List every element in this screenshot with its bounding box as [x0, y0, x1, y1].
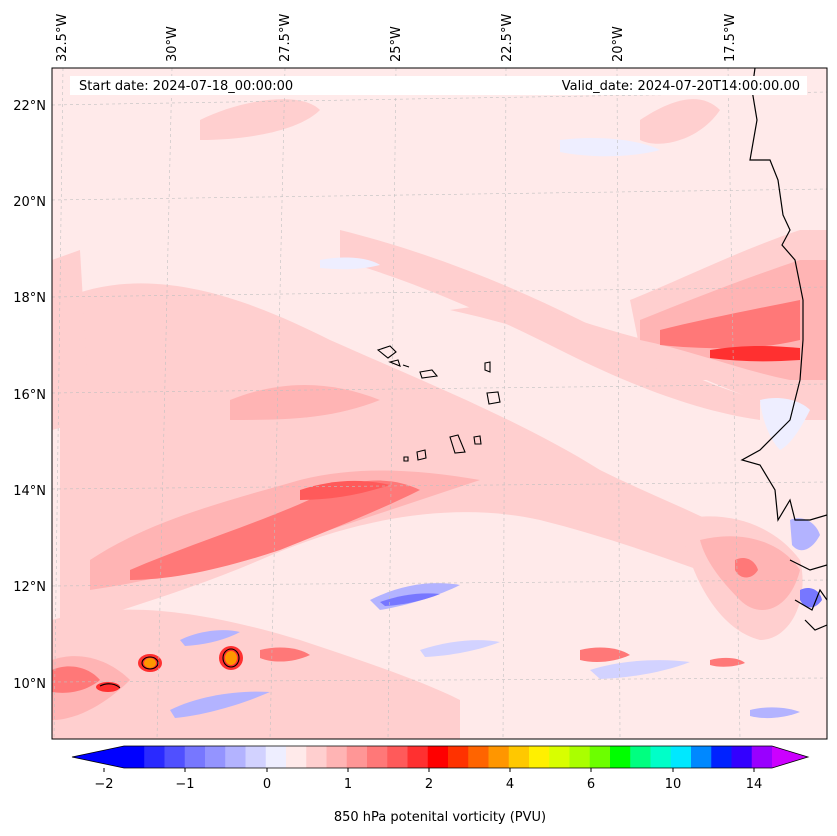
colorbar-cell — [367, 746, 388, 768]
colorbar-cell — [346, 746, 368, 768]
cb-tick-label: 6 — [587, 777, 595, 792]
lon-label: 17.5°W — [723, 14, 738, 62]
cb-tick-label: 10 — [665, 777, 682, 792]
pv-field-negative — [170, 138, 822, 719]
colorbar-cell — [326, 746, 348, 768]
colorbar-cell — [549, 746, 570, 768]
lat-label: 20°N — [13, 195, 46, 210]
colorbar-cell — [569, 746, 591, 768]
lon-label: 27.5°W — [278, 14, 293, 62]
colorbar-cell — [407, 746, 429, 768]
cb-tick-label: 14 — [746, 777, 763, 792]
colorbar-cell — [448, 746, 469, 768]
colorbar-cell — [387, 746, 408, 768]
colorbar-over-arrow — [772, 746, 808, 768]
map-panel: Start date: 2024-07-18_00:00:00 Valid_da… — [52, 68, 827, 739]
colorbar-cell — [144, 746, 165, 768]
colorbar-cell — [589, 746, 611, 768]
lat-label: 10°N — [13, 677, 46, 692]
colorbar-cell — [610, 746, 631, 768]
colorbar-cell — [650, 746, 672, 768]
colorbar-cell — [529, 746, 550, 768]
colorbar-cell — [184, 746, 206, 768]
graticule — [52, 68, 827, 739]
cb-tick-label: 1 — [344, 777, 352, 792]
colorbar-cell — [670, 746, 692, 768]
cb-tick-label: −1 — [175, 777, 194, 792]
cb-tick-label: −2 — [94, 777, 113, 792]
colorbar-cell — [164, 746, 186, 768]
colorbar-cell — [306, 746, 327, 768]
lat-label: 14°N — [13, 484, 46, 499]
colorbar-ticks — [103, 768, 755, 772]
lon-label: 25°W — [389, 26, 404, 62]
latitude-labels: 22°N 20°N 18°N 16°N 14°N 12°N 10°N — [13, 99, 46, 692]
colorbar: −2 −1 0 1 2 4 6 10 14 850 hPa potenital … — [71, 745, 810, 825]
cb-tick-label: 0 — [263, 777, 271, 792]
colorbar-cell — [731, 746, 753, 768]
colorbar-under-arrow — [72, 746, 124, 768]
pv-field-strong-positive — [52, 300, 800, 693]
lon-label: 20°W — [611, 26, 626, 62]
colorbar-cell — [245, 746, 267, 768]
lat-label: 12°N — [13, 580, 46, 595]
lon-label: 30°W — [165, 26, 180, 62]
lon-label: 32.5°W — [55, 14, 70, 62]
colorbar-cell — [751, 746, 773, 768]
colorbar-cell — [468, 746, 489, 768]
colorbar-cell — [488, 746, 510, 768]
colorbar-cell — [286, 746, 307, 768]
cb-tick-label: 4 — [506, 777, 514, 792]
colorbar-label: 850 hPa potenital vorticity (PVU) — [334, 810, 546, 825]
colorbar-cell — [711, 746, 732, 768]
start-date-label: Start date: 2024-07-18_00:00:00 — [79, 79, 293, 94]
pv-contours — [99, 648, 240, 689]
longitude-labels: 32.5°W 30°W 27.5°W 25°W 22.5°W 20°W 17.5… — [55, 14, 738, 62]
colorbar-cell — [124, 746, 145, 768]
colorbar-cell — [508, 746, 530, 768]
colorbar-cell — [630, 746, 651, 768]
colorbar-tick-labels: −2 −1 0 1 2 4 6 10 14 — [94, 777, 762, 792]
lat-label: 16°N — [13, 388, 46, 403]
colorbar-cell — [691, 746, 712, 768]
coastline — [740, 68, 827, 631]
header-banner: Start date: 2024-07-18_00:00:00 Valid_da… — [70, 76, 807, 95]
lat-label: 18°N — [13, 291, 46, 306]
cb-tick-label: 2 — [425, 777, 433, 792]
colorbar-cell — [225, 746, 246, 768]
cape-verde-islands — [376, 345, 501, 462]
lat-label: 22°N — [13, 99, 46, 114]
valid-date-label: Valid_date: 2024-07-20T14:00:00.00 — [562, 79, 800, 94]
colorbar-cell — [265, 746, 287, 768]
map-frame — [51, 67, 828, 740]
colorbar-cell — [205, 746, 226, 768]
colorbar-cell — [427, 746, 449, 768]
colorbar-cells — [124, 746, 773, 768]
lon-label: 22.5°W — [500, 14, 515, 62]
colorbar-outline — [71, 745, 810, 769]
